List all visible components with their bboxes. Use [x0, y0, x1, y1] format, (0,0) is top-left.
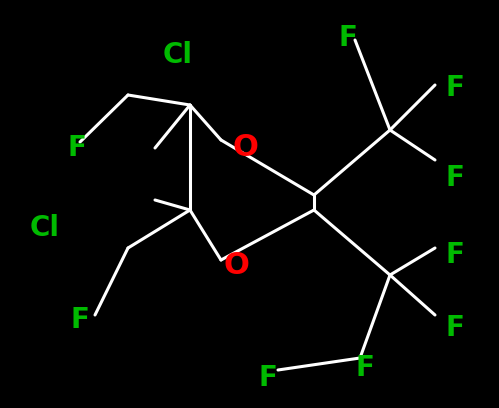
Text: F: F: [338, 24, 357, 52]
Text: Cl: Cl: [163, 41, 193, 69]
Text: F: F: [446, 241, 465, 269]
Text: F: F: [446, 314, 465, 342]
Text: F: F: [446, 164, 465, 192]
Text: F: F: [258, 364, 277, 392]
Text: F: F: [446, 74, 465, 102]
Text: O: O: [223, 251, 249, 279]
Text: Cl: Cl: [30, 214, 60, 242]
Text: F: F: [67, 134, 86, 162]
Text: F: F: [70, 306, 89, 334]
Text: F: F: [356, 354, 374, 382]
Text: O: O: [232, 133, 258, 162]
